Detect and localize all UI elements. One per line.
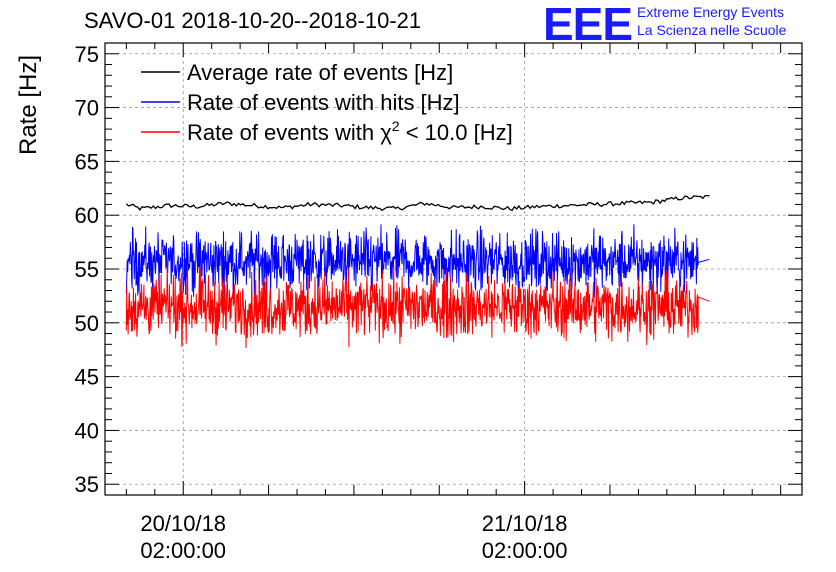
- legend-entry: Average rate of events [Hz]: [187, 60, 453, 85]
- y-tick-label: 35: [75, 472, 99, 497]
- y-tick-label: 40: [75, 418, 99, 443]
- series-layer: [125, 194, 710, 349]
- legend-entry: Rate of events with χ2 < 10.0 [Hz]: [187, 118, 513, 145]
- logo-caption-line2: La Scienza nelle Scuole: [637, 22, 787, 38]
- y-axis-label: Rate [Hz]: [15, 55, 42, 155]
- legend: Average rate of events [Hz] Rate of event…: [141, 60, 513, 145]
- series-line-1: [125, 224, 710, 301]
- y-tick-label: 55: [75, 257, 99, 282]
- y-tick-label: 45: [75, 365, 99, 390]
- x-tick-label-date: 20/10/18: [140, 511, 226, 536]
- y-tick-label: 70: [75, 96, 99, 121]
- axis-layer: 35404550556065707520/10/1802:00:0021/10/…: [75, 42, 802, 563]
- y-tick-label: 50: [75, 311, 99, 336]
- logo-caption-line1: Extreme Energy Events: [637, 4, 785, 20]
- y-tick-label: 75: [75, 42, 99, 67]
- series-line-0: [125, 194, 710, 212]
- x-tick-label-time: 02:00:00: [140, 538, 226, 563]
- series-line-2: [125, 265, 710, 349]
- eee-logo: EEE: [543, 0, 633, 50]
- chart-title: SAVO-01 2018-10-20--2018-10-21: [84, 8, 422, 33]
- legend-entry: Rate of events with hits [Hz]: [187, 90, 460, 115]
- y-tick-label: 65: [75, 149, 99, 174]
- y-tick-label: 60: [75, 203, 99, 228]
- x-tick-label-time: 02:00:00: [482, 538, 568, 563]
- x-tick-label-date: 21/10/18: [482, 511, 568, 536]
- logo-caption: Extreme Energy Events La Scienza nelle S…: [637, 3, 786, 39]
